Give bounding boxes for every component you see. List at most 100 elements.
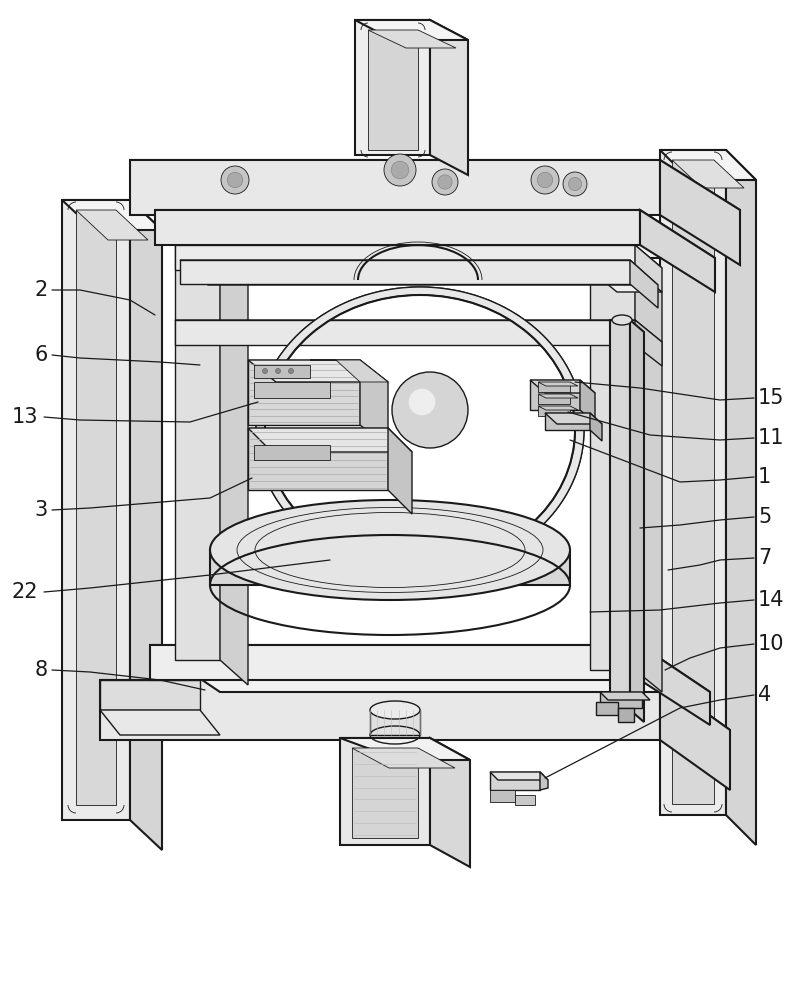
Polygon shape bbox=[355, 20, 430, 155]
Polygon shape bbox=[635, 320, 662, 366]
Polygon shape bbox=[540, 772, 548, 790]
Text: 15: 15 bbox=[758, 388, 785, 408]
Polygon shape bbox=[100, 710, 220, 735]
Polygon shape bbox=[254, 365, 310, 378]
Text: 1: 1 bbox=[758, 467, 771, 487]
Polygon shape bbox=[635, 245, 662, 292]
Text: 4: 4 bbox=[758, 685, 771, 705]
Polygon shape bbox=[248, 360, 388, 382]
Ellipse shape bbox=[370, 701, 420, 719]
Polygon shape bbox=[630, 320, 644, 722]
Circle shape bbox=[289, 368, 294, 373]
Polygon shape bbox=[150, 645, 640, 680]
Polygon shape bbox=[248, 428, 388, 490]
Polygon shape bbox=[490, 772, 540, 790]
Polygon shape bbox=[660, 160, 740, 265]
Text: 10: 10 bbox=[758, 634, 785, 654]
Circle shape bbox=[432, 169, 458, 195]
Polygon shape bbox=[76, 210, 148, 240]
Circle shape bbox=[275, 368, 281, 373]
Polygon shape bbox=[180, 260, 630, 284]
Polygon shape bbox=[600, 692, 642, 708]
Polygon shape bbox=[640, 210, 715, 292]
Polygon shape bbox=[100, 680, 660, 740]
Polygon shape bbox=[596, 702, 618, 715]
Polygon shape bbox=[490, 790, 515, 802]
Polygon shape bbox=[630, 260, 658, 308]
Polygon shape bbox=[388, 428, 412, 514]
Polygon shape bbox=[368, 30, 418, 150]
Polygon shape bbox=[672, 160, 714, 804]
Polygon shape bbox=[538, 406, 578, 410]
Circle shape bbox=[538, 172, 553, 188]
Polygon shape bbox=[248, 428, 412, 452]
Text: 5: 5 bbox=[758, 507, 771, 527]
Polygon shape bbox=[310, 360, 388, 382]
Polygon shape bbox=[635, 270, 662, 692]
Polygon shape bbox=[175, 320, 635, 345]
Polygon shape bbox=[100, 680, 200, 710]
Polygon shape bbox=[370, 710, 420, 735]
Polygon shape bbox=[254, 445, 330, 460]
Text: 3: 3 bbox=[34, 500, 48, 520]
Polygon shape bbox=[254, 382, 330, 398]
Polygon shape bbox=[672, 160, 744, 188]
Polygon shape bbox=[175, 230, 220, 660]
Polygon shape bbox=[355, 20, 468, 40]
Polygon shape bbox=[62, 200, 162, 230]
Polygon shape bbox=[660, 150, 726, 815]
Polygon shape bbox=[545, 413, 590, 430]
Polygon shape bbox=[515, 795, 535, 805]
Polygon shape bbox=[545, 413, 602, 424]
Polygon shape bbox=[640, 645, 710, 725]
Polygon shape bbox=[62, 200, 130, 820]
Text: 11: 11 bbox=[758, 428, 785, 448]
Circle shape bbox=[221, 166, 249, 194]
Text: 14: 14 bbox=[758, 590, 785, 610]
Circle shape bbox=[392, 372, 468, 448]
Text: 2: 2 bbox=[34, 280, 48, 300]
Polygon shape bbox=[180, 260, 658, 285]
Polygon shape bbox=[220, 230, 248, 685]
Polygon shape bbox=[175, 245, 662, 268]
Polygon shape bbox=[430, 738, 470, 867]
Polygon shape bbox=[76, 210, 116, 805]
Text: 13: 13 bbox=[11, 407, 38, 427]
Polygon shape bbox=[538, 406, 570, 416]
Polygon shape bbox=[726, 150, 756, 845]
Polygon shape bbox=[600, 692, 650, 700]
Circle shape bbox=[262, 368, 267, 373]
Polygon shape bbox=[430, 20, 468, 175]
Text: 6: 6 bbox=[34, 345, 48, 365]
Polygon shape bbox=[538, 394, 578, 398]
Circle shape bbox=[409, 389, 435, 415]
Polygon shape bbox=[155, 210, 715, 258]
Polygon shape bbox=[340, 738, 430, 845]
Polygon shape bbox=[130, 200, 162, 850]
Polygon shape bbox=[538, 394, 570, 404]
Circle shape bbox=[384, 154, 416, 186]
Polygon shape bbox=[538, 382, 578, 386]
Polygon shape bbox=[130, 160, 740, 210]
Polygon shape bbox=[352, 748, 455, 768]
Circle shape bbox=[391, 161, 409, 179]
Polygon shape bbox=[590, 270, 635, 670]
Polygon shape bbox=[175, 320, 662, 342]
Polygon shape bbox=[530, 380, 595, 393]
Polygon shape bbox=[175, 230, 248, 252]
Circle shape bbox=[438, 175, 452, 189]
Polygon shape bbox=[590, 270, 662, 292]
Polygon shape bbox=[490, 772, 548, 780]
Circle shape bbox=[563, 172, 587, 196]
Polygon shape bbox=[660, 680, 730, 790]
Text: 8: 8 bbox=[35, 660, 48, 680]
Polygon shape bbox=[256, 287, 584, 573]
Polygon shape bbox=[340, 738, 470, 760]
Polygon shape bbox=[100, 680, 730, 730]
Circle shape bbox=[568, 177, 582, 191]
Polygon shape bbox=[210, 550, 570, 585]
Polygon shape bbox=[150, 645, 710, 692]
Polygon shape bbox=[538, 382, 570, 392]
Polygon shape bbox=[590, 413, 602, 441]
Polygon shape bbox=[660, 150, 756, 180]
